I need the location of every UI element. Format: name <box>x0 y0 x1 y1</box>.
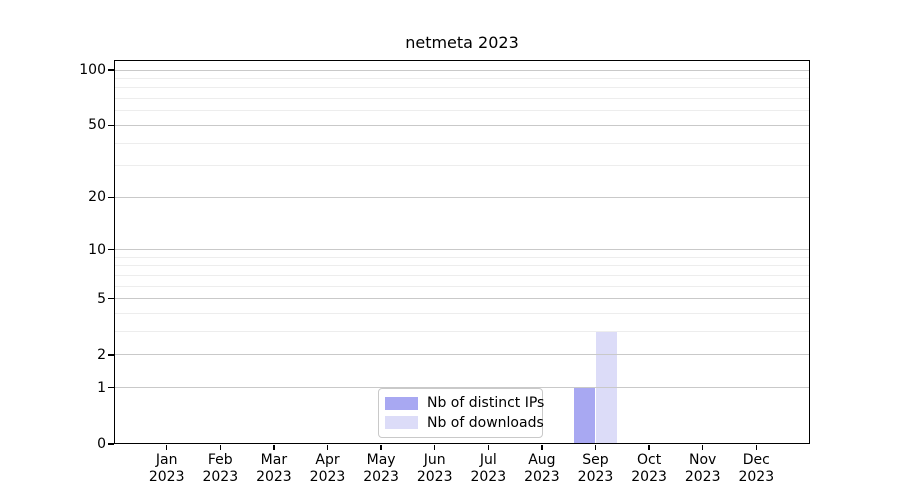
major-gridline <box>115 387 809 389</box>
x-tick-label-jul: Jul 2023 <box>456 452 520 485</box>
legend-entry-downloads: Nb of downloads <box>385 415 544 431</box>
x-tick <box>219 445 221 450</box>
major-gridline <box>115 298 809 300</box>
x-tick-year: 2023 <box>416 468 453 485</box>
major-gridline <box>115 124 809 126</box>
y-tick-label: 5 <box>97 290 106 307</box>
legend-swatch-downloads <box>385 416 418 430</box>
x-tick <box>702 445 704 450</box>
major-gridline <box>115 354 809 356</box>
x-tick-month: Oct <box>636 452 662 468</box>
x-tick-label-jan: Jan 2023 <box>135 452 199 485</box>
y-tick <box>108 298 114 300</box>
x-tick-year: 2023 <box>684 468 721 485</box>
x-tick-label-sep: Sep 2023 <box>564 452 628 485</box>
x-tick-year: 2023 <box>363 468 399 485</box>
x-tick-label-jun: Jun 2023 <box>403 452 467 485</box>
x-tick-month: Jan <box>155 452 178 468</box>
minor-gridline <box>115 331 809 333</box>
x-tick-year: 2023 <box>738 468 775 485</box>
x-tick-year: 2023 <box>577 468 614 485</box>
x-tick <box>326 445 329 450</box>
y-tick-label: 50 <box>88 117 106 134</box>
y-tick <box>108 354 114 356</box>
x-tick-month: Sep <box>582 452 609 468</box>
x-tick-label-nov: Nov 2023 <box>671 452 735 485</box>
x-tick <box>541 445 543 450</box>
x-tick-label-mar: Mar 2023 <box>242 452 306 485</box>
x-tick-month: Mar <box>260 452 288 468</box>
y-tick <box>108 443 114 445</box>
x-tick-year: 2023 <box>202 468 239 485</box>
x-tick-label-apr: Apr 2023 <box>296 452 360 485</box>
minor-gridline <box>115 87 809 89</box>
major-gridline <box>115 249 809 251</box>
x-tick-month: May <box>366 452 396 468</box>
y-tick-label: 20 <box>88 189 106 206</box>
x-tick-label-aug: Aug 2023 <box>510 452 574 485</box>
x-tick-month: Dec <box>742 452 770 468</box>
x-tick-year: 2023 <box>524 468 560 485</box>
legend-entry-distinct-ips: Nb of distinct IPs <box>385 395 544 411</box>
chart-title: netmeta 2023 <box>405 33 519 52</box>
minor-gridline <box>115 274 809 276</box>
y-tick <box>108 196 114 198</box>
x-tick-month: Nov <box>689 452 717 468</box>
x-tick <box>755 445 757 450</box>
y-tick <box>108 249 114 251</box>
x-tick-month: Jul <box>479 452 497 468</box>
minor-gridline <box>115 256 809 258</box>
major-gridline <box>115 69 809 71</box>
minor-gridline <box>115 165 809 167</box>
x-tick-label-dec: Dec 2023 <box>724 452 788 485</box>
x-tick-month: Aug <box>528 452 556 468</box>
x-tick <box>487 445 489 450</box>
minor-gridline <box>115 98 809 100</box>
x-tick <box>273 445 275 450</box>
x-tick-label-oct: Oct 2023 <box>617 452 681 485</box>
y-tick <box>108 69 114 71</box>
x-tick-year: 2023 <box>256 468 292 485</box>
legend-label-downloads: Nb of downloads <box>427 414 544 431</box>
minor-gridline <box>115 142 809 144</box>
x-tick-year: 2023 <box>631 468 667 485</box>
x-tick-year: 2023 <box>309 468 346 485</box>
x-tick <box>648 445 650 450</box>
y-tick-label: 100 <box>79 62 106 78</box>
y-tick-label: 0 <box>97 436 106 452</box>
y-tick <box>108 387 114 389</box>
minor-gridline <box>115 110 809 112</box>
x-tick <box>166 445 168 450</box>
legend-label-distinct-ips: Nb of distinct IPs <box>427 395 545 412</box>
y-tick-label: 10 <box>88 241 106 258</box>
x-tick-month: Jun <box>423 452 446 468</box>
legend: Nb of distinct IPs Nb of downloads <box>378 388 544 438</box>
x-tick-label-feb: Feb 2023 <box>188 452 252 485</box>
y-tick-label: 1 <box>97 379 106 396</box>
legend-swatch-distinct-ips <box>385 396 418 410</box>
minor-gridline <box>115 313 809 315</box>
y-tick <box>108 124 114 127</box>
x-tick-month: Apr <box>315 452 340 468</box>
x-tick-label-may: May 2023 <box>349 452 413 485</box>
x-tick <box>380 445 382 450</box>
minor-gridline <box>115 285 809 287</box>
minor-gridline <box>115 265 809 267</box>
y-tick-label: 2 <box>97 346 106 363</box>
x-tick-month: Feb <box>207 452 233 468</box>
x-tick-year: 2023 <box>148 468 185 485</box>
major-gridline <box>115 196 809 198</box>
minor-gridline <box>115 77 809 79</box>
x-tick-year: 2023 <box>470 468 507 485</box>
x-tick <box>434 445 436 450</box>
bar-nb-of-distinct-ips-sep-2023 <box>574 387 596 444</box>
x-tick <box>594 445 597 450</box>
